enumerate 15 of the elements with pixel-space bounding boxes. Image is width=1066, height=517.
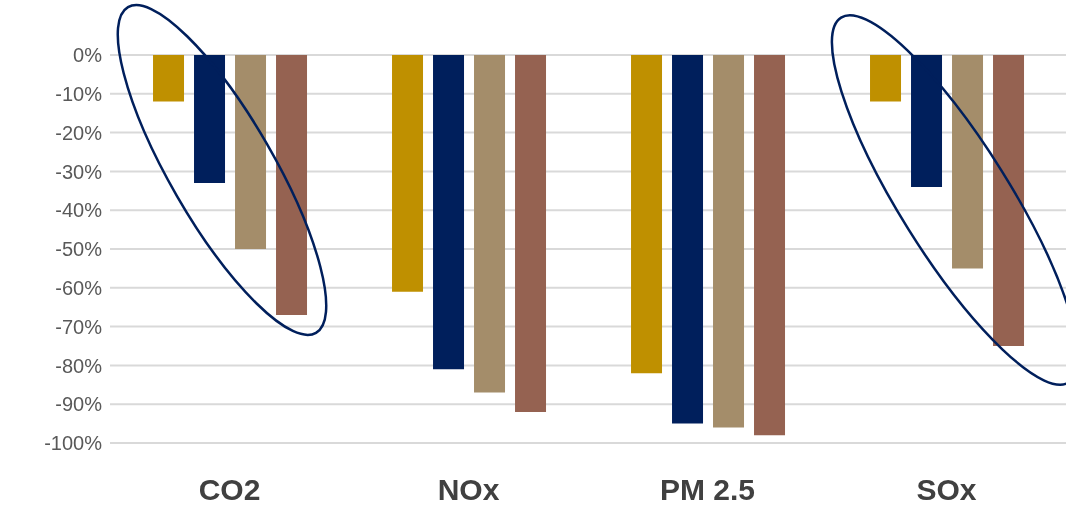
y-tick-label: -70%: [55, 315, 103, 338]
y-tick-label: -40%: [55, 199, 103, 222]
y-tick-label: -60%: [55, 276, 103, 299]
y-tick-label: -20%: [55, 121, 103, 144]
x-tick-label: SOx: [916, 473, 977, 507]
x-tick-label: NOx: [437, 473, 500, 507]
x-tick-label: PM 2.5: [659, 473, 756, 507]
x-tick-label: CO2: [198, 473, 261, 507]
y-tick-label: -50%: [55, 238, 103, 261]
y-tick-label: -80%: [55, 354, 103, 377]
y-tick-label: 0%: [73, 44, 103, 67]
y-tick-label: -30%: [55, 160, 103, 183]
y-tick-label: -100%: [44, 432, 103, 455]
y-tick-label: -90%: [55, 393, 103, 416]
y-tick-label: -10%: [55, 82, 103, 105]
